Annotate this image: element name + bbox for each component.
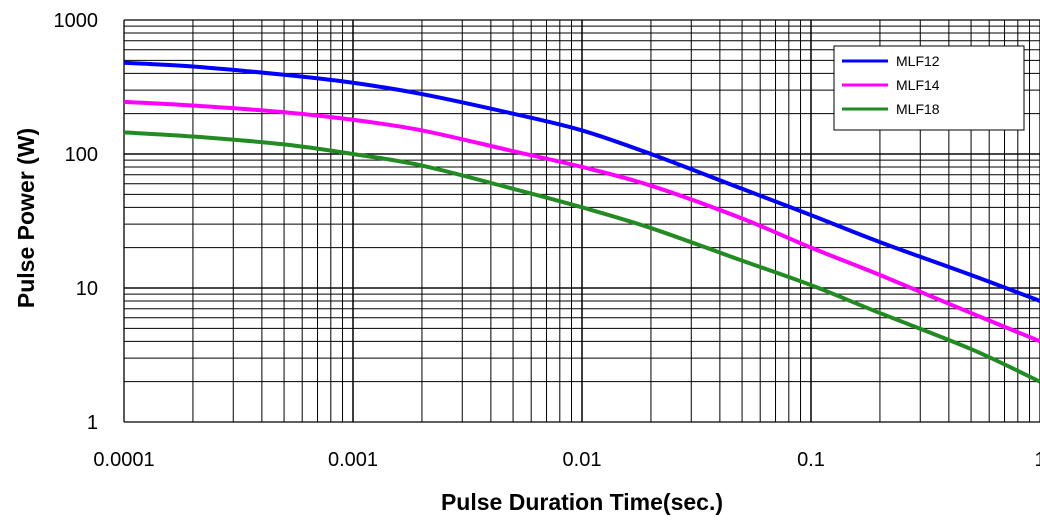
series-line-mlf12 — [123, 60, 1040, 303]
y-tick-label: 1000 — [54, 10, 99, 32]
legend: MLF12 MLF14 MLF18 — [833, 45, 1025, 131]
x-tick-labels: 0.0001 0.001 0.01 0.1 1 — [93, 449, 1040, 471]
x-tick-label: 1 — [1034, 449, 1040, 471]
x-tick-label: 0.1 — [797, 449, 825, 471]
series-line-mlf14 — [123, 99, 1040, 344]
y-tick-label: 100 — [65, 144, 98, 166]
y-axis-title: Pulse Power (W) — [13, 128, 39, 308]
y-tick-labels: 1 10 100 1000 — [54, 10, 99, 434]
series-lines — [123, 60, 1040, 384]
grid-lines — [123, 19, 1040, 423]
x-axis-title: Pulse Duration Time(sec.) — [441, 489, 723, 515]
legend-label-mlf12: MLF12 — [896, 53, 940, 69]
legend-label-mlf14: MLF14 — [896, 77, 940, 93]
x-tick-label: 0.0001 — [93, 449, 154, 471]
legend-label-mlf18: MLF18 — [896, 101, 940, 117]
y-tick-label: 1 — [87, 412, 98, 434]
series-line-mlf18 — [123, 130, 1040, 384]
x-tick-label: 0.01 — [563, 449, 602, 471]
x-tick-label: 0.001 — [328, 449, 378, 471]
y-tick-label: 10 — [76, 278, 98, 300]
